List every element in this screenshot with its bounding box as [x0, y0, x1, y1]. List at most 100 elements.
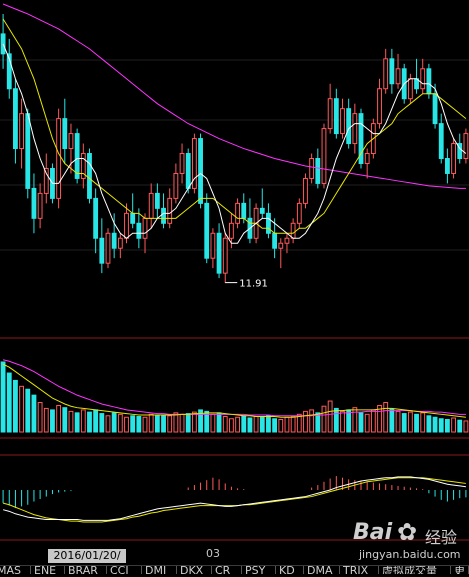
volume-bar [370, 409, 376, 433]
candle-body [259, 207, 265, 214]
volume-bar [210, 413, 216, 433]
tab-trix[interactable]: TRIX [340, 566, 379, 574]
volume-bar [80, 409, 86, 433]
candle-body [124, 212, 129, 239]
volume-bar [25, 388, 31, 433]
volume-bar [364, 413, 370, 433]
tab-dma[interactable]: DMA [304, 566, 340, 574]
volume-bar [130, 415, 136, 433]
candle-body [204, 202, 210, 259]
volume-bar [377, 404, 382, 433]
volume-bar [290, 416, 296, 433]
candle-body [327, 98, 333, 130]
candle-body [62, 118, 68, 150]
candle-body [167, 197, 173, 224]
volume-ma-long-line [2, 359, 466, 417]
tab-cci[interactable]: CCI [107, 566, 142, 574]
candle-body [56, 118, 62, 199]
volume-bar [333, 407, 339, 433]
candle-body [290, 222, 296, 239]
candle-body [105, 232, 111, 264]
volume-bar [31, 394, 37, 433]
volume-bar [321, 405, 327, 433]
candle-body [229, 222, 234, 239]
volume-bar [457, 419, 463, 433]
tab-mas[interactable]: MAS [0, 566, 31, 574]
volume-bar [229, 418, 234, 433]
candle-body [210, 232, 216, 259]
volume-bar [451, 417, 456, 433]
tab-cr[interactable]: CR [212, 566, 242, 574]
volume-bar [56, 404, 62, 433]
volume-bar [204, 410, 210, 433]
candle-body [25, 113, 31, 189]
candle-body [142, 217, 148, 239]
candle-body [43, 167, 49, 194]
indicator-tab-bar: MAS ENE BRAR CCI DMI DKX CR PSY KD DMA T… [0, 565, 469, 574]
candle-body [173, 172, 179, 199]
volume-bar [284, 416, 290, 433]
volume-bar [117, 413, 123, 433]
volume-bar [389, 408, 395, 433]
volume-bar [463, 420, 469, 433]
tab-psy[interactable]: PSY [242, 566, 276, 574]
candle-body [321, 128, 327, 184]
candle-body [68, 133, 74, 150]
volume-bar [352, 407, 358, 433]
candle-body [198, 138, 203, 204]
candle-body [13, 88, 18, 150]
volume-bar [37, 402, 43, 433]
volume-bar [198, 409, 203, 433]
tab-virtual-volume[interactable]: 虚拟成交量 [379, 566, 451, 574]
candle-body [296, 202, 302, 224]
candle-body [463, 133, 469, 160]
candle-body [222, 237, 228, 274]
volume-bar [241, 415, 247, 433]
candle-body [444, 158, 450, 174]
volume-bar [167, 415, 173, 433]
baidu-watermark: Bai ✿ 经验 jingyan.baidu.com [353, 518, 469, 566]
volume-bar [173, 412, 179, 433]
candle-body [130, 212, 136, 224]
tab-brar[interactable]: BRAR [65, 566, 107, 574]
tab-ene[interactable]: ENE [31, 566, 65, 574]
candle-body [6, 53, 12, 90]
volume-bar [62, 407, 68, 433]
candle-body [333, 98, 339, 135]
volume-bar [13, 379, 18, 433]
paw-icon: ✿ [397, 518, 418, 546]
tab-dkx[interactable]: DKX [177, 566, 212, 574]
tab-dmi[interactable]: DMI [142, 566, 177, 574]
candle-body [457, 143, 463, 160]
candle-body [358, 113, 364, 164]
candle-body [395, 68, 401, 85]
volume-bar [161, 414, 166, 433]
volume-bar [99, 413, 105, 433]
candle-body [179, 153, 185, 174]
volume-bar [395, 410, 401, 433]
candle-body [111, 232, 117, 249]
volume-bar [93, 409, 99, 433]
candle-body [315, 158, 321, 184]
candle-body [377, 88, 382, 125]
candle-body [309, 158, 315, 179]
volume-bar [68, 410, 74, 433]
candle-body [117, 237, 123, 249]
candle-body [364, 153, 370, 164]
volume-bar [253, 416, 259, 433]
candle-body [154, 192, 160, 209]
candle-body [216, 232, 222, 274]
tab-kd[interactable]: KD [276, 566, 304, 574]
volume-bar [74, 412, 80, 433]
volume-bar [420, 412, 426, 433]
volume-bar [272, 418, 278, 433]
candle-body [346, 108, 352, 145]
candle-body [37, 192, 43, 219]
candle-body [235, 202, 240, 224]
macd-dea-line [2, 477, 466, 523]
volume-bar [327, 400, 333, 433]
ma-mid-line [2, 18, 467, 234]
volume-bar [414, 413, 419, 433]
candle-body [80, 153, 86, 179]
volume-bar [278, 418, 284, 433]
